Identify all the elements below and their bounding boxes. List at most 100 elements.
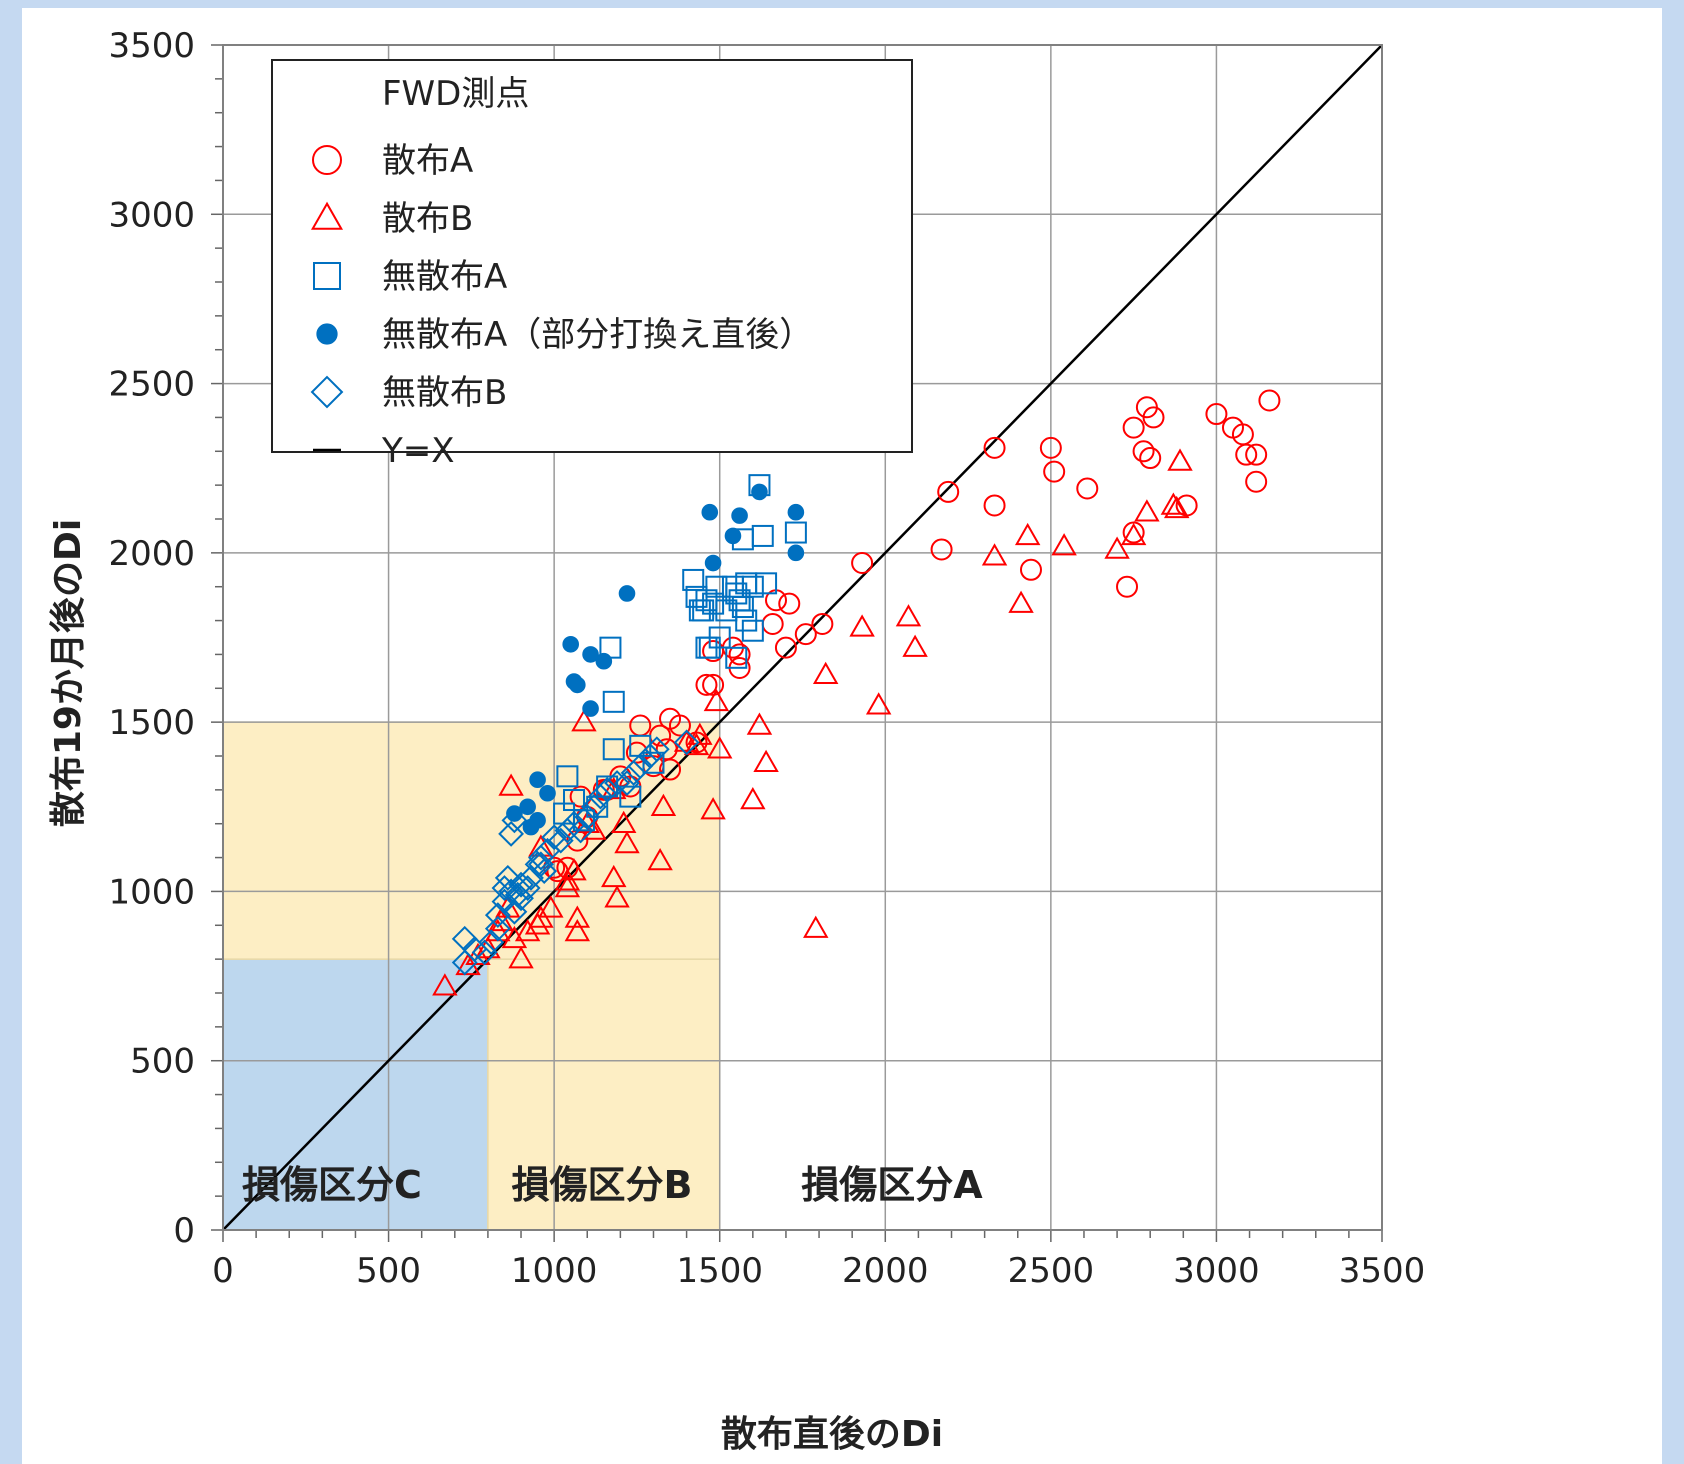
data-point: [1163, 495, 1190, 519]
data-point: [668, 714, 691, 737]
data-point: [1142, 406, 1165, 429]
y-tick-label: 3500: [108, 26, 195, 66]
data-point: [527, 851, 554, 878]
data-point: [581, 817, 607, 840]
data-point: [1134, 499, 1160, 522]
data-point: [787, 544, 805, 562]
data-point: [755, 572, 778, 595]
legend-marker-icon: [310, 375, 344, 409]
data-point: [700, 797, 726, 820]
data-point: [849, 614, 875, 637]
data-point: [618, 585, 636, 602]
data-point: [508, 871, 534, 898]
data-point: [506, 805, 523, 822]
data-point: [564, 919, 591, 942]
data-point: [564, 905, 591, 928]
data-point: [751, 524, 774, 547]
data-point: [587, 783, 614, 810]
data-point: [1245, 470, 1268, 493]
data-point: [778, 592, 801, 615]
data-point: [701, 503, 719, 521]
data-point: [702, 592, 725, 615]
data-point: [574, 804, 601, 830]
data-point: [643, 736, 670, 763]
data-point: [601, 864, 627, 888]
data-point: [695, 673, 718, 696]
region-label: 損傷区分C: [242, 1163, 422, 1207]
data-point: [620, 760, 647, 786]
y-tick-label: 2500: [108, 365, 195, 405]
data-point: [983, 494, 1006, 517]
data-point: [865, 692, 892, 715]
data-point: [572, 809, 595, 832]
data-point: [1076, 477, 1099, 500]
data-point: [508, 946, 534, 969]
data-point: [741, 619, 764, 642]
axes: [211, 44, 1383, 1242]
chart-frame: 0 500 1000 1500 2000 2500 3000 3500 0 500 1000 1500…: [22, 8, 1662, 1464]
y-tick-label: 500: [130, 1042, 195, 1082]
x-tick-label: 3500: [1339, 1251, 1426, 1291]
data-point: [794, 623, 817, 646]
data-point: [787, 503, 805, 521]
data-point: [642, 751, 665, 774]
data-point: [604, 770, 630, 796]
data-point: [538, 895, 564, 918]
data-point: [1258, 389, 1281, 412]
data-point: [554, 875, 581, 898]
data-point: [614, 770, 640, 796]
scatter-chart: 0 500 1000 1500 2000 2500 3000 3500 0 500 1000 1500…: [48, 26, 1426, 1455]
y-tick-label: 2000: [108, 534, 195, 574]
data-point: [569, 676, 586, 694]
series-1: [432, 448, 1193, 996]
data-point: [501, 925, 528, 949]
data-point: [937, 480, 960, 503]
data-point: [687, 722, 713, 745]
y-tick-label: 0: [173, 1211, 195, 1251]
data-point: [761, 612, 784, 635]
data-point: [494, 864, 521, 891]
region-label: 損傷区分A: [801, 1163, 983, 1207]
data-point: [614, 831, 640, 854]
data-point: [531, 858, 558, 885]
data-point: [682, 568, 705, 591]
data-point: [601, 776, 627, 800]
y-tick-label: 1500: [108, 703, 195, 743]
data-point: [519, 798, 536, 816]
data-point: [1139, 447, 1162, 470]
region-label: 損傷区分B: [512, 1163, 693, 1207]
legend-marker-icon: [310, 201, 344, 230]
region-1: [487, 958, 721, 1231]
data-point: [1051, 533, 1077, 556]
data-point: [527, 844, 554, 871]
data-point: [465, 942, 491, 966]
data-point: [1235, 443, 1258, 466]
legend-label: Y=X: [381, 431, 455, 471]
x-tick-label: 3000: [1173, 1251, 1260, 1291]
data-point: [508, 885, 534, 912]
data-point: [1205, 403, 1228, 426]
legend-box: [271, 59, 913, 453]
data-point: [498, 773, 524, 796]
data-point: [983, 436, 1006, 459]
data-point: [471, 939, 498, 966]
legend-label: 無散布B: [382, 373, 507, 413]
data-point: [1122, 416, 1145, 439]
data-point: [602, 738, 625, 761]
data-point: [539, 784, 556, 802]
series-4: [451, 729, 700, 976]
data-point: [784, 521, 807, 544]
x-tick-label: 500: [356, 1251, 421, 1291]
data-point: [753, 749, 779, 773]
data-point: [704, 554, 722, 572]
legend-label: 無散布A（部分打換え直後）: [382, 315, 813, 355]
data-point: [740, 786, 766, 810]
data-point: [731, 507, 748, 524]
data-point: [751, 483, 768, 501]
data-point: [561, 858, 587, 881]
y-tick-label: 1000: [108, 872, 195, 912]
legend-label: 散布A: [382, 141, 473, 181]
x-tick-label: 0: [212, 1251, 234, 1291]
data-point: [1167, 448, 1193, 471]
